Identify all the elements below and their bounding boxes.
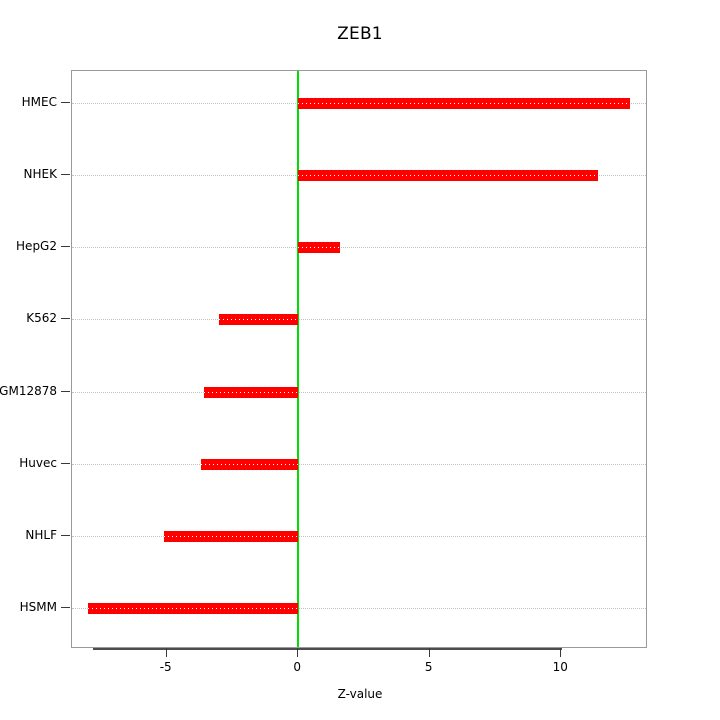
bar-fill-pattern <box>203 386 299 398</box>
x-axis-title: Z-value <box>337 687 383 701</box>
bar-fill-pattern <box>219 314 299 326</box>
y-tick-label-text: HepG2 <box>16 239 57 254</box>
y-tick-label-text: NHLF <box>25 528 57 543</box>
y-tick-label-text: HMEC <box>21 94 57 109</box>
y-tick-mark <box>61 318 70 320</box>
y-tick-label-text: HSMM <box>19 600 57 615</box>
y-tick-mark <box>61 462 70 464</box>
bar-fill-pattern <box>298 242 341 254</box>
y-tick-label-text: Huvec <box>19 455 57 470</box>
x-tick-label: -5 <box>159 660 172 674</box>
y-tick-label-hsmm: HSMM <box>0 600 57 614</box>
gridline <box>72 391 646 393</box>
zero-reference-line <box>297 71 300 647</box>
y-tick-label-text: K562 <box>26 311 57 326</box>
y-tick-label-text: GM12878 <box>0 383 57 398</box>
x-tick-mark <box>560 648 562 657</box>
y-tick-mark <box>61 246 70 248</box>
y-tick-mark <box>61 101 70 103</box>
bar <box>203 386 299 398</box>
gridline <box>72 247 646 249</box>
x-axis-line <box>93 648 562 650</box>
bar-fill-pattern <box>200 458 299 470</box>
gridline <box>72 608 646 610</box>
gridline <box>72 536 646 538</box>
bar-fill-pattern <box>87 603 299 615</box>
gridline <box>72 319 646 321</box>
x-tick-label: 0 <box>293 660 301 674</box>
plot-area <box>71 70 647 648</box>
y-tick-label-nhek: NHEK <box>0 167 57 181</box>
bar <box>298 242 341 254</box>
bar <box>87 603 299 615</box>
bar <box>298 169 599 181</box>
y-tick-label-huvec: Huvec <box>0 456 57 470</box>
gridline <box>72 463 646 465</box>
bar <box>200 458 299 470</box>
bar-fill-pattern <box>298 97 630 109</box>
x-tick-label: 10 <box>552 660 568 674</box>
y-tick-label-nhlf: NHLF <box>0 528 57 542</box>
chart-title: ZEB1 <box>337 24 383 44</box>
bar <box>164 531 299 543</box>
y-tick-mark <box>61 535 70 537</box>
x-tick-mark <box>165 648 167 657</box>
y-tick-label-hmec: HMEC <box>0 95 57 109</box>
bar <box>219 314 299 326</box>
bar-fill-pattern <box>164 531 299 543</box>
y-tick-mark <box>61 390 70 392</box>
y-tick-label-text: NHEK <box>23 166 57 181</box>
y-tick-label-k562: K562 <box>0 311 57 325</box>
y-tick-label-gm12878: GM12878 <box>0 384 57 398</box>
bar <box>298 97 630 109</box>
y-tick-mark <box>61 607 70 609</box>
y-tick-mark <box>61 173 70 175</box>
x-tick-mark <box>428 648 430 657</box>
y-tick-label-hepg2: HepG2 <box>0 239 57 253</box>
x-tick-mark <box>297 648 299 657</box>
x-tick-label: 5 <box>424 660 433 674</box>
bar-fill-pattern <box>298 169 599 181</box>
